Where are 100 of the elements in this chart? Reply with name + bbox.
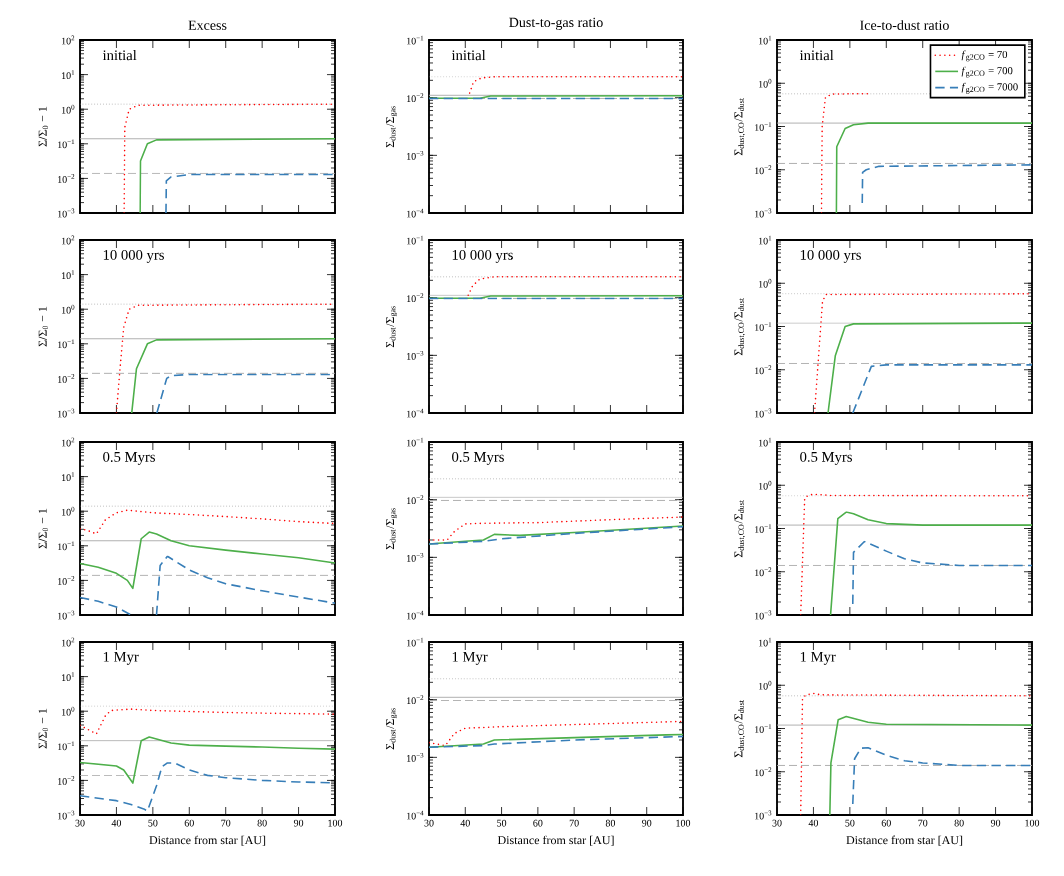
x-tick-label: 90 bbox=[990, 819, 1001, 827]
y-tick-label: 10$^{−3}$ bbox=[58, 810, 75, 820]
y-axis-title: Σ/Σ$_{0}$ − 1 bbox=[38, 106, 49, 147]
y-tick-label: 10$^{−3}$ bbox=[58, 610, 75, 620]
y-tick-label: 10$^{−1}$ bbox=[58, 339, 75, 349]
annotation: 0.5 Myrs bbox=[452, 451, 504, 465]
y-tick-label: 10$^{1}$ bbox=[759, 437, 772, 447]
x-tick-label: 40 bbox=[460, 819, 470, 827]
y-tick-label: 10$^{−2}$ bbox=[407, 695, 424, 705]
y-tick-label: 10$^{2}$ bbox=[62, 35, 75, 45]
x-tick-label: 70 bbox=[918, 819, 928, 827]
y-tick-label: 10$^{2}$ bbox=[62, 437, 75, 447]
y-tick-label: 10$^{−2}$ bbox=[58, 374, 75, 383]
annotation: 0.5 Myrs bbox=[800, 451, 852, 465]
y-tick-label: 10$^{2}$ bbox=[62, 637, 75, 647]
x-tick-label: 60 bbox=[533, 819, 543, 827]
y-tick-label: 10$^{−3}$ bbox=[58, 408, 75, 418]
y-tick-label: 10$^{−2}$ bbox=[755, 767, 772, 777]
annotation: 10 000 yrs bbox=[800, 249, 861, 263]
annotation: initial bbox=[799, 49, 834, 61]
y-tick-label: 10$^{−1}$ bbox=[407, 35, 424, 45]
y-tick-label: 10$^{−4}$ bbox=[407, 610, 424, 620]
y-tick-label: 10$^{−2}$ bbox=[58, 576, 75, 585]
x-axis-title: Distance from star [AU] bbox=[846, 835, 963, 846]
y-tick-label: 10$^{−3}$ bbox=[407, 150, 424, 160]
x-tick-label: 50 bbox=[845, 819, 855, 827]
y-axis-title: Σ$_{dust}$/Σ$_{gas}$ bbox=[386, 708, 398, 750]
y-tick-label: 10$^{−4}$ bbox=[407, 810, 424, 820]
y-tick-label: 10$^{−3}$ bbox=[755, 408, 772, 418]
y-tick-label: 10$^{−2}$ bbox=[755, 567, 772, 577]
y-tick-label: 10$^{−4}$ bbox=[407, 408, 424, 418]
y-tick-label: 10$^{−1}$ bbox=[407, 637, 424, 647]
y-tick-label: 10$^{0}$ bbox=[759, 480, 772, 490]
annotation: 1 Myr bbox=[103, 651, 139, 665]
annotation: initial bbox=[102, 49, 137, 61]
y-tick-label: 10$^{−3}$ bbox=[755, 208, 772, 218]
y-tick-label: 10$^{1}$ bbox=[62, 472, 75, 481]
y-tick-label: 10$^{−1}$ bbox=[755, 322, 772, 331]
y-tick-label: 10$^{−3}$ bbox=[755, 610, 772, 620]
x-axis-title: Distance from star [AU] bbox=[149, 835, 266, 846]
y-axis-title: Σ$_{dust}$/Σ$_{gas}$ bbox=[386, 508, 398, 550]
y-axis-title: Σ/Σ$_{0}$ − 1 bbox=[38, 508, 49, 549]
x-tick-label: 30 bbox=[772, 819, 782, 827]
x-tick-label: 100 bbox=[1025, 819, 1040, 827]
x-tick-label: 50 bbox=[148, 819, 158, 827]
y-axis-title: Σ$_{dust,CO}$/Σ$_{dust}$ bbox=[734, 700, 746, 758]
y-tick-label: 10$^{0}$ bbox=[759, 680, 772, 690]
x-tick-label: 70 bbox=[221, 819, 231, 827]
y-tick-label: 10$^{−2}$ bbox=[58, 776, 75, 785]
y-tick-label: 10$^{−1}$ bbox=[407, 437, 424, 447]
y-axis-title: Σ$_{dust,CO}$/Σ$_{dust}$ bbox=[734, 298, 746, 356]
y-tick-label: 10$^{−3}$ bbox=[58, 208, 75, 218]
x-tick-label: 40 bbox=[808, 819, 819, 827]
y-tick-label: 10$^{−2}$ bbox=[407, 495, 424, 505]
y-tick-label: 10$^{0}$ bbox=[62, 104, 75, 114]
x-tick-label: 90 bbox=[293, 819, 304, 827]
y-tick-label: 10$^{−1}$ bbox=[407, 235, 424, 245]
y-tick-label: 10$^{−3}$ bbox=[407, 752, 424, 762]
y-tick-label: 10$^{−2}$ bbox=[58, 174, 75, 183]
y-tick-label: 10$^{1}$ bbox=[759, 35, 772, 45]
y-tick-label: 10$^{1}$ bbox=[62, 70, 75, 79]
y-tick-label: 10$^{2}$ bbox=[62, 235, 75, 245]
y-tick-label: 10$^{−3}$ bbox=[407, 552, 424, 562]
y-tick-label: 10$^{−1}$ bbox=[755, 524, 772, 533]
y-axis-title: Σ$_{dust,CO}$/Σ$_{dust}$ bbox=[734, 98, 746, 156]
annotation: 1 Myr bbox=[800, 651, 836, 665]
annotation: 0.5 Myrs bbox=[103, 451, 155, 465]
y-tick-label: 10$^{−1}$ bbox=[58, 741, 75, 751]
annotation: 10 000 yrs bbox=[452, 249, 513, 263]
x-axis-title: Distance from star [AU] bbox=[497, 835, 614, 846]
x-tick-label: 80 bbox=[954, 819, 964, 827]
y-tick-label: 10$^{−2}$ bbox=[755, 365, 772, 375]
legend-label: f$_{g2CO}$ = 700 bbox=[961, 66, 1013, 78]
annotation: initial bbox=[451, 49, 486, 61]
chart-title: Excess bbox=[188, 20, 227, 30]
y-tick-label: 10$^{−3}$ bbox=[407, 350, 424, 360]
y-tick-label: 10$^{−1}$ bbox=[58, 541, 75, 551]
y-tick-label: 10$^{−1}$ bbox=[58, 139, 75, 149]
y-tick-label: 10$^{−1}$ bbox=[755, 724, 772, 733]
annotation: 10 000 yrs bbox=[103, 249, 164, 263]
y-tick-label: 10$^{1}$ bbox=[62, 672, 75, 681]
y-tick-label: 10$^{−2}$ bbox=[755, 165, 772, 175]
y-tick-label: 10$^{0}$ bbox=[759, 278, 772, 288]
x-tick-label: 90 bbox=[642, 819, 652, 827]
legend-label: f$_{g2CO}$ = 70 bbox=[961, 50, 1008, 62]
y-tick-label: 10$^{1}$ bbox=[759, 637, 772, 647]
annotation: 1 Myr bbox=[452, 651, 488, 665]
x-tick-label: 100 bbox=[676, 819, 691, 827]
y-axis-title: Σ$_{dust}$/Σ$_{gas}$ bbox=[386, 106, 398, 148]
y-tick-label: 10$^{0}$ bbox=[62, 506, 75, 516]
y-tick-label: 10$^{−4}$ bbox=[407, 208, 424, 218]
y-tick-label: 10$^{−2}$ bbox=[407, 293, 424, 303]
x-tick-label: 40 bbox=[111, 819, 122, 827]
x-tick-label: 60 bbox=[184, 819, 194, 827]
chart-title: Ice-to-dust ratio bbox=[860, 20, 949, 30]
y-tick-label: 10$^{0}$ bbox=[62, 706, 75, 716]
x-tick-label: 70 bbox=[569, 819, 579, 827]
y-tick-label: 10$^{1}$ bbox=[759, 235, 772, 245]
x-tick-label: 80 bbox=[605, 819, 616, 827]
y-tick-label: 10$^{0}$ bbox=[759, 78, 772, 88]
